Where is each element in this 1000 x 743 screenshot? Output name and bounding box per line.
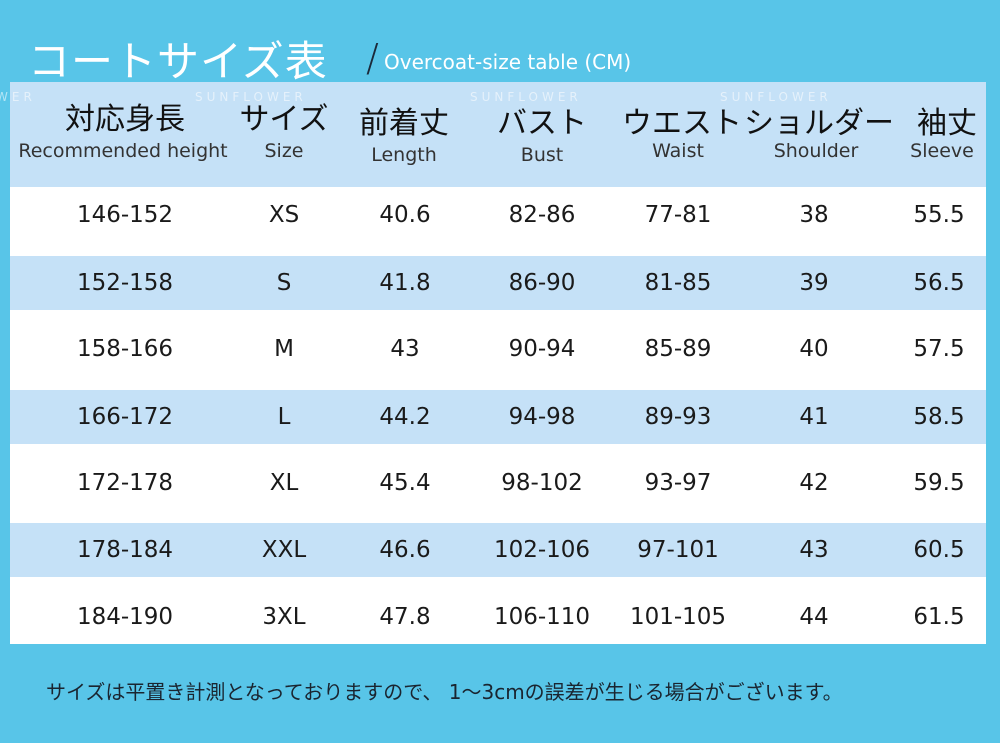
table-cell: M	[274, 336, 294, 362]
table-cell: 61.5	[913, 604, 965, 630]
table-cell: 86-90	[508, 270, 576, 296]
table-row: 178-184 XXL 46.6 102-106 97-101 43 60.5	[10, 523, 986, 577]
table-cell: 41	[799, 404, 829, 430]
table-row: 166-172 L 44.2 94-98 89-93 41 58.5	[10, 390, 986, 444]
table-cell: 94-98	[508, 404, 576, 430]
table-cell: 57.5	[913, 336, 965, 362]
table-cell: 158-166	[76, 336, 174, 362]
table-cell: 3XL	[262, 604, 306, 630]
table-cell: 166-172	[76, 404, 174, 430]
table-cell: 41.8	[379, 270, 431, 296]
table-row: 184-190 3XL 47.8 106-110 101-105 44 61.5	[10, 590, 986, 644]
table-row: 152-158 S 41.8 86-90 81-85 39 56.5	[10, 256, 986, 310]
table-cell: 146-152	[76, 202, 174, 228]
measurement-note: サイズは平置き計測となっておりますので、 1～3cmの誤差が生じる場合がございま…	[46, 680, 843, 704]
header-length-en: Length	[371, 144, 437, 166]
table-cell: 60.5	[913, 537, 965, 563]
table-cell: 102-106	[493, 537, 591, 563]
table-cell: 44.2	[379, 404, 431, 430]
row-separator	[10, 444, 986, 456]
header-bust-jp: バスト	[497, 106, 587, 141]
table-row: 146-152 XS 40.6 82-86 77-81 38 55.5	[10, 188, 986, 242]
row-separator	[10, 310, 986, 322]
table-cell: 59.5	[913, 470, 965, 496]
header-shoulder-en: Shoulder	[773, 140, 859, 162]
table-cell: 98-102	[501, 470, 583, 496]
table-cell: 44	[799, 604, 829, 630]
table-cell: 43	[799, 537, 829, 563]
table-cell: 85-89	[644, 336, 712, 362]
header-size-jp: サイズ	[239, 102, 329, 137]
table-cell: 56.5	[913, 270, 965, 296]
watermark: SUNFLOWER	[195, 90, 307, 104]
table-cell: 45.4	[379, 470, 431, 496]
table-cell: 101-105	[629, 604, 727, 630]
header-length-jp: 前着丈	[359, 106, 449, 141]
title-english: Overcoat-size table (CM)	[384, 50, 632, 74]
table-cell: 178-184	[76, 537, 174, 563]
table-row: 172-178 XL 45.4 98-102 93-97 42 59.5	[10, 456, 986, 510]
table-cell: 42	[799, 470, 829, 496]
table-cell: 81-85	[644, 270, 712, 296]
table-cell: 40.6	[379, 202, 431, 228]
header-sleeve-jp: 袖丈	[917, 106, 977, 141]
table-cell: 93-97	[644, 470, 712, 496]
table-cell: 43	[390, 336, 420, 362]
header-height-jp: 対応身長	[65, 102, 185, 137]
table-cell: 97-101	[637, 537, 719, 563]
table-cell: 47.8	[379, 604, 431, 630]
table-cell: 58.5	[913, 404, 965, 430]
table-cell: 152-158	[76, 270, 174, 296]
table-cell: XS	[268, 202, 300, 228]
table-cell: 172-178	[76, 470, 174, 496]
watermark: WER	[0, 90, 36, 104]
watermark: SUNFLOWER	[720, 90, 832, 104]
header-waist-en: Waist	[652, 140, 704, 162]
table-cell: 40	[799, 336, 829, 362]
header-bust-en: Bust	[520, 144, 564, 166]
watermark: SUNFLOWER	[470, 90, 582, 104]
table-cell: S	[276, 270, 292, 296]
table-cell: 39	[799, 270, 829, 296]
row-separator	[10, 376, 986, 390]
table-cell: L	[277, 404, 291, 430]
table-cell: XL	[269, 470, 299, 496]
row-separator	[10, 510, 986, 523]
table-cell: 46.6	[379, 537, 431, 563]
row-separator	[10, 242, 986, 256]
table-cell: 89-93	[644, 404, 712, 430]
table-cell: XXL	[261, 537, 307, 563]
table-cell: 82-86	[508, 202, 576, 228]
header-shoulder-jp: ショルダー	[744, 106, 894, 141]
header-sleeve-en: Sleeve	[910, 140, 974, 162]
table-header: WER SUNFLOWER SUNFLOWER SUNFLOWER 対応身長 R…	[0, 82, 986, 187]
table-cell: 106-110	[493, 604, 591, 630]
header-height-en: Recommended height	[18, 140, 228, 162]
header-size-en: Size	[264, 140, 304, 162]
table-cell: 77-81	[644, 202, 712, 228]
header-waist-jp: ウエスト	[622, 106, 742, 141]
title-japanese: コートサイズ表	[28, 37, 328, 86]
table-row: 158-166 M 43 90-94 85-89 40 57.5	[10, 322, 986, 376]
title-slash: /	[366, 36, 379, 80]
row-separator	[10, 577, 986, 590]
table-cell: 55.5	[913, 202, 965, 228]
table-cell: 38	[799, 202, 829, 228]
table-cell: 184-190	[76, 604, 174, 630]
size-table: WER SUNFLOWER SUNFLOWER SUNFLOWER 対応身長 R…	[0, 82, 986, 644]
table-cell: 90-94	[508, 336, 576, 362]
